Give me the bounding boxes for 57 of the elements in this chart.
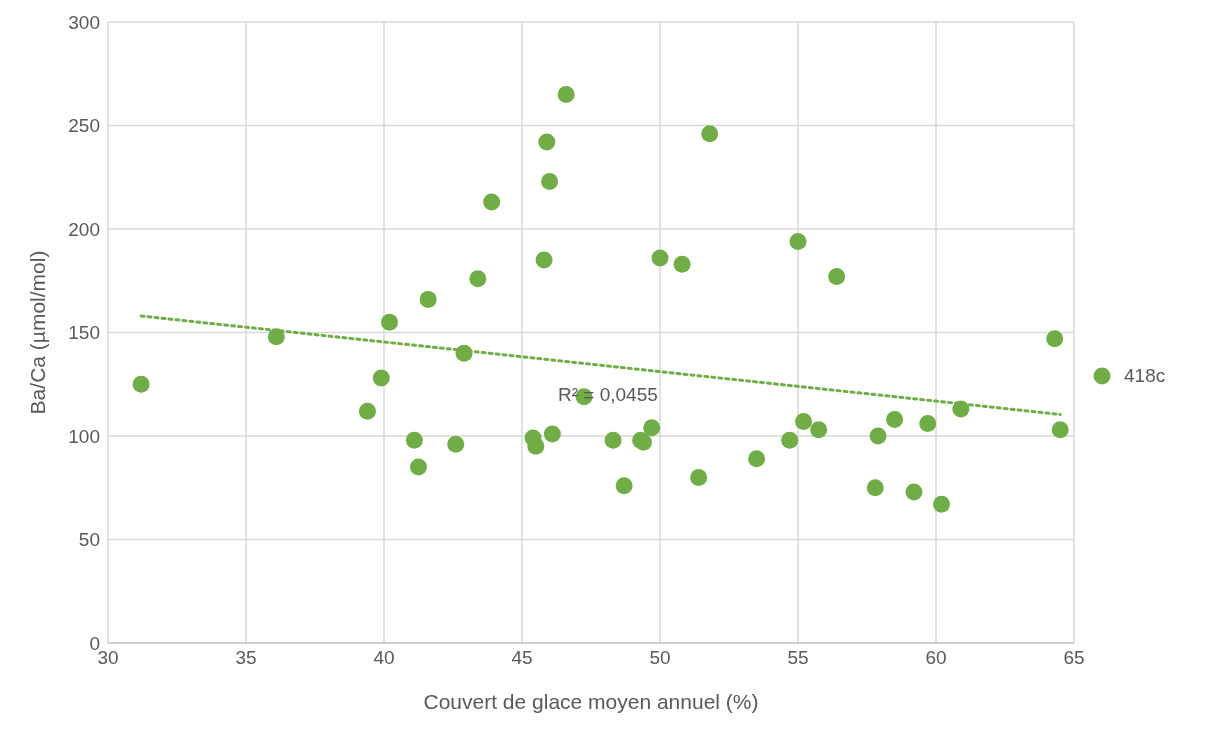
point xyxy=(789,232,807,250)
point xyxy=(651,249,669,267)
point xyxy=(410,458,427,476)
point xyxy=(132,375,150,393)
point xyxy=(810,421,828,439)
point xyxy=(869,427,887,445)
point xyxy=(828,268,846,286)
point xyxy=(615,477,633,495)
x-tick-label: 50 xyxy=(649,647,671,669)
x-axis-title: Couvert de glace moyen annuel (%) xyxy=(423,690,759,713)
x-tick-label: 60 xyxy=(925,647,947,669)
point xyxy=(535,251,553,269)
point xyxy=(673,255,691,273)
point xyxy=(933,495,951,513)
point xyxy=(1051,421,1069,439)
point xyxy=(267,328,285,346)
point xyxy=(952,400,970,418)
x-tick-label: 40 xyxy=(373,647,395,669)
point xyxy=(372,369,390,387)
y-tick-label: 200 xyxy=(68,218,100,240)
point xyxy=(795,413,813,431)
y-tick-label: 150 xyxy=(68,322,100,344)
y-tick-label: 250 xyxy=(68,115,100,137)
y-tick-label: 300 xyxy=(68,11,100,33)
legend-label: 418c xyxy=(1124,364,1166,387)
y-tick-label: 50 xyxy=(78,529,100,551)
point xyxy=(447,435,465,453)
point xyxy=(905,483,923,501)
point xyxy=(701,125,719,143)
point xyxy=(455,344,473,362)
x-tick-label: 45 xyxy=(511,647,533,669)
point xyxy=(358,402,376,420)
point xyxy=(483,193,501,211)
point xyxy=(405,431,423,449)
point xyxy=(469,270,487,288)
y-tick-label: 0 xyxy=(89,632,100,654)
point xyxy=(919,415,937,433)
point xyxy=(557,85,575,103)
point xyxy=(538,133,556,151)
point xyxy=(419,290,437,308)
point xyxy=(604,431,622,449)
point xyxy=(781,431,799,449)
point xyxy=(543,425,561,443)
y-axis-title: Ba/Ca (µmol/mol) xyxy=(26,250,50,415)
point xyxy=(886,410,904,428)
point xyxy=(541,172,559,190)
point xyxy=(643,419,661,437)
point xyxy=(690,468,708,486)
point xyxy=(1046,330,1064,348)
point xyxy=(527,437,545,455)
point xyxy=(381,313,399,331)
point xyxy=(748,450,766,468)
x-tick-label: 65 xyxy=(1063,647,1085,669)
y-tick-label: 100 xyxy=(68,425,100,447)
x-tick-label: 55 xyxy=(787,647,809,669)
point xyxy=(866,479,884,497)
x-tick-label: 35 xyxy=(235,647,257,669)
